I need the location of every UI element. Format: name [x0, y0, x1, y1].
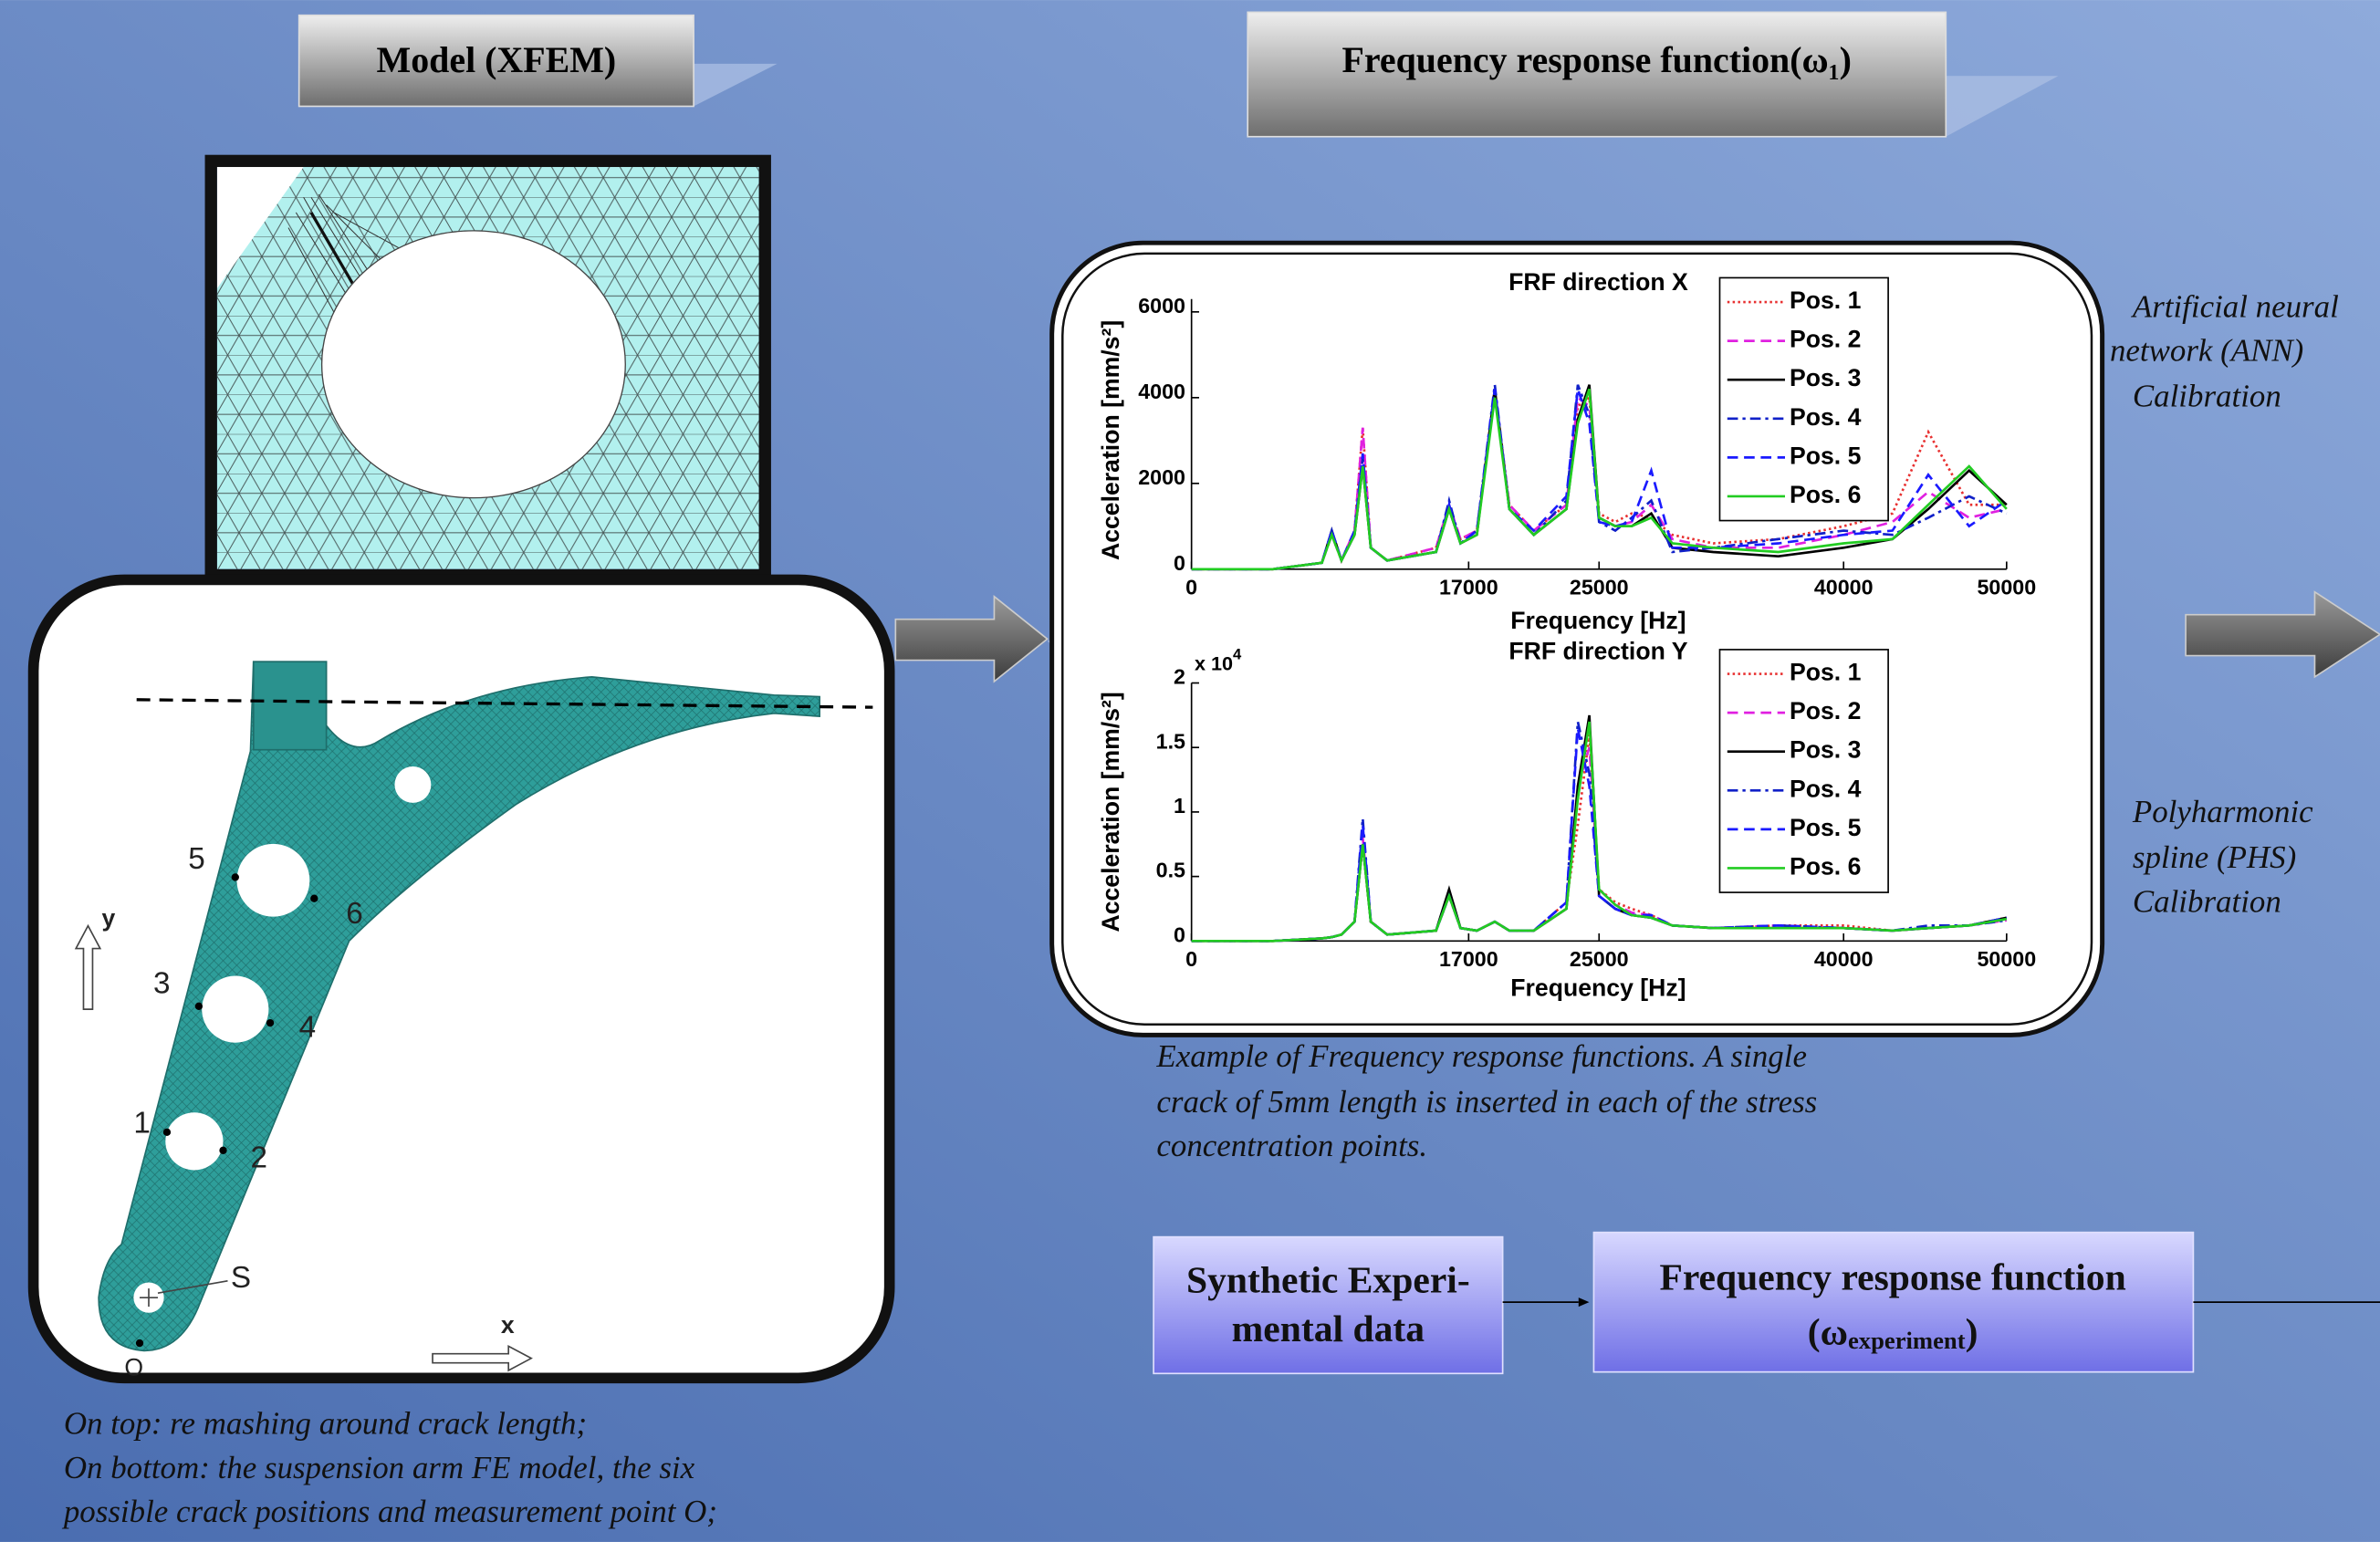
crack-label: 4: [299, 1011, 317, 1045]
legend-label: Pos. 6: [1790, 852, 1861, 880]
y-tick-label: 4000: [1138, 380, 1185, 403]
caption-line: crack of 5mm length is inserted in each …: [1156, 1084, 1817, 1120]
experiment-box-text: ): [1966, 1310, 1978, 1353]
legend-label: Pos. 3: [1790, 736, 1861, 764]
legend-label: Pos. 1: [1790, 287, 1862, 314]
x-axis-label: Frequency [Hz]: [1510, 974, 1686, 1002]
chart-title: FRF direction Y: [1508, 637, 1687, 664]
x-tick-label: 17000: [1439, 576, 1498, 599]
experiment-box-text: (ω: [1808, 1310, 1848, 1353]
y-tick-label: 2: [1174, 665, 1185, 689]
legend-label: Pos. 4: [1790, 775, 1862, 802]
crack-label: 5: [188, 842, 204, 876]
x-tick-label: 0: [1185, 576, 1197, 599]
legend-label: Pos. 6: [1790, 481, 1861, 508]
legend-label: Pos. 2: [1790, 326, 1861, 353]
legend-label: Pos. 1: [1790, 659, 1862, 686]
caption-line: On bottom: the suspension arm FE model, …: [64, 1450, 695, 1485]
frf-title: Frequency response function(ω₁): [1342, 39, 1852, 80]
x-tick-label: 0: [1185, 947, 1197, 971]
slide: Model (XFEM) Frequency response function…: [0, 0, 2380, 1542]
legend-label: Pos. 5: [1790, 442, 1862, 469]
ann-text: network (ANN): [2110, 333, 2303, 369]
crack-label: 2: [250, 1141, 267, 1175]
y-tick-label: 0.5: [1156, 859, 1185, 882]
legend: Pos. 1 Pos. 2 Pos. 3 Pos. 4 Pos. 5 Pos. 6: [1719, 277, 1888, 520]
y-axis-label: Acceleration [mm/s²]: [1097, 692, 1124, 932]
y-tick-label: 0: [1174, 922, 1185, 946]
o-label: O: [124, 1353, 143, 1381]
y-multiplier-exponent: 4: [1233, 646, 1242, 663]
x-tick-label: 17000: [1439, 947, 1498, 971]
x-axis-label: Frequency [Hz]: [1510, 607, 1686, 634]
legend-label: Pos. 3: [1790, 364, 1861, 391]
ann-text: Calibration: [2133, 379, 2281, 414]
legend-label: Pos. 5: [1790, 814, 1862, 841]
synthetic-box-text: mental data: [1232, 1308, 1425, 1349]
crack-label: 6: [346, 897, 363, 931]
phs-text: Calibration: [2133, 883, 2281, 919]
x-tick-label: 25000: [1570, 576, 1629, 599]
y-tick-label: 6000: [1138, 294, 1185, 318]
y-tick-label: 1: [1174, 794, 1185, 818]
experiment-subscript: experiment: [1848, 1327, 1966, 1354]
x-tick-label: 50000: [1977, 576, 2036, 599]
phs-text: spline (PHS): [2133, 839, 2296, 875]
x-label: x: [501, 1311, 515, 1339]
synthetic-box: [1153, 1237, 1503, 1374]
y-tick-label: 0: [1174, 551, 1185, 575]
caption-line: concentration points.: [1156, 1128, 1427, 1163]
caption-line: On top: re mashing around crack length;: [64, 1406, 587, 1442]
synthetic-box-text: Synthetic Experi-: [1186, 1259, 1470, 1301]
y-tick-label: 1.5: [1156, 729, 1185, 753]
page: { "slide": { "model_title": "Model (XFEM…: [0, 0, 2380, 1542]
s-label: S: [231, 1261, 251, 1295]
x-tick-label: 50000: [1977, 947, 2036, 971]
x-tick-label: 40000: [1814, 576, 1874, 599]
x-tick-label: 25000: [1570, 947, 1629, 971]
legend: Pos. 1 Pos. 2 Pos. 3 Pos. 4 Pos. 5 Pos. 6: [1719, 650, 1888, 892]
chart-title: FRF direction X: [1508, 268, 1688, 296]
y-tick-label: 2000: [1138, 465, 1185, 489]
legend-label: Pos. 4: [1790, 403, 1862, 431]
mesh-image: [211, 161, 765, 575]
x-tick-label: 40000: [1814, 947, 1874, 971]
y-multiplier-base: x 10: [1195, 651, 1233, 674]
y-label: y: [101, 904, 115, 932]
crack-label: 1: [133, 1106, 151, 1140]
ann-text: Artificial neural: [2131, 288, 2339, 324]
model-title: Model (XFEM): [377, 39, 617, 80]
crack-label: 3: [153, 966, 171, 1000]
experiment-box-text: Frequency response function: [1659, 1255, 2125, 1297]
caption-line: possible crack positions and measurement…: [61, 1494, 717, 1529]
phs-text: Polyharmonic: [2132, 794, 2313, 829]
y-axis-label: Acceleration [mm/s²]: [1097, 320, 1124, 560]
legend-label: Pos. 2: [1790, 697, 1861, 724]
caption-line: Example of Frequency response functions.…: [1155, 1038, 1807, 1074]
